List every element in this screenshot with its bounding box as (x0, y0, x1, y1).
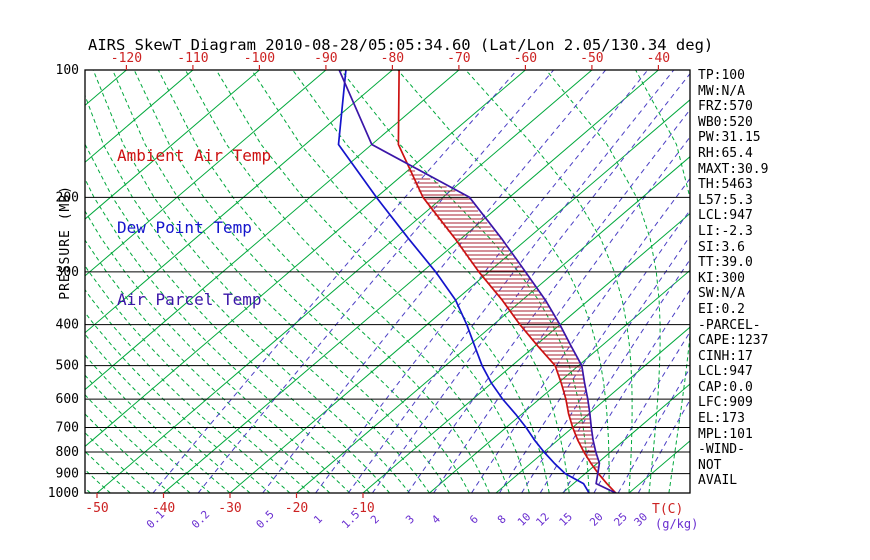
stat-line: CAPE:1237 (698, 333, 769, 349)
stat-line: MAXT:30.9 (698, 161, 769, 177)
svg-text:8: 8 (495, 513, 509, 527)
stat-line: -PARCEL- (698, 317, 761, 333)
svg-text:3: 3 (403, 513, 417, 527)
stat-line: LCL:947 (698, 208, 753, 224)
stat-line: CAP:0.0 (698, 379, 753, 395)
svg-text:-60: -60 (514, 51, 537, 66)
svg-text:-40: -40 (647, 51, 670, 66)
stat-line: PW:31.15 (698, 130, 761, 146)
svg-text:-10: -10 (351, 501, 374, 516)
svg-text:6: 6 (467, 513, 481, 527)
legend: Ambient Air Temp Dew Point Temp Air Parc… (117, 96, 271, 336)
stat-line: LFC:909 (698, 395, 753, 411)
svg-text:500: 500 (56, 359, 79, 374)
stat-line: MW:N/A (698, 83, 745, 99)
stat-line: LCL:947 (698, 364, 753, 380)
svg-text:15: 15 (557, 510, 576, 529)
stat-line: KI:300 (698, 270, 745, 286)
svg-text:-50: -50 (85, 501, 108, 516)
svg-text:-40: -40 (152, 501, 175, 516)
svg-text:-30: -30 (218, 501, 241, 516)
svg-text:900: 900 (56, 467, 79, 482)
svg-text:-120: -120 (111, 51, 142, 66)
svg-text:2: 2 (368, 513, 382, 527)
svg-text:-50: -50 (580, 51, 603, 66)
stat-line: TT:39.0 (698, 255, 753, 271)
svg-text:700: 700 (56, 420, 79, 435)
svg-text:300: 300 (56, 265, 79, 280)
legend-item: Dew Point Temp (117, 218, 252, 237)
legend-item: Ambient Air Temp (117, 146, 272, 165)
stat-line: CINH:17 (698, 348, 753, 364)
dew-point-temp-curve (337, 70, 590, 493)
svg-text:-100: -100 (244, 51, 275, 66)
svg-text:20: 20 (587, 510, 606, 529)
stat-line: TP:100 (698, 68, 745, 83)
stat-line: WB0:520 (698, 114, 753, 130)
svg-text:-110: -110 (177, 51, 208, 66)
y-axis-label: PRESSURE (MB) (58, 185, 73, 300)
svg-text:200: 200 (56, 190, 79, 205)
stat-line: EI:0.2 (698, 301, 745, 317)
svg-text:12: 12 (533, 510, 552, 529)
svg-text:100: 100 (56, 63, 79, 78)
svg-text:30: 30 (632, 510, 651, 529)
svg-text:1000: 1000 (48, 486, 79, 501)
stat-line: L57:5.3 (698, 192, 753, 208)
background-lines (85, 70, 690, 493)
svg-text:-20: -20 (285, 501, 308, 516)
svg-text:25: 25 (611, 510, 630, 529)
svg-text:-80: -80 (381, 51, 404, 66)
stat-line: SI:3.6 (698, 239, 745, 255)
svg-text:4: 4 (429, 512, 443, 526)
stat-line: LI:-2.3 (698, 223, 753, 239)
svg-text:-70: -70 (447, 51, 470, 66)
stat-line: MPL:101 (698, 426, 753, 442)
stat-line: AVAIL (698, 473, 738, 489)
svg-text:(g/kg): (g/kg) (655, 517, 698, 531)
sounding-curves (337, 70, 617, 493)
svg-text:10: 10 (515, 510, 534, 529)
svg-text:400: 400 (56, 318, 79, 333)
svg-text:800: 800 (56, 445, 79, 460)
cape-hatch (407, 170, 600, 472)
stat-line: SW:N/A (698, 286, 745, 302)
ambient-air-temp-curve (397, 70, 617, 493)
stats-panel: TP:100 MW:N/A FRZ:570 WB0:520 PW:31.15 RH:65.… (698, 68, 768, 489)
stat-line: EL:173 (698, 411, 745, 427)
stat-line: FRZ:570 (698, 99, 753, 115)
stat-line: NOT (698, 457, 722, 473)
svg-text:600: 600 (56, 392, 79, 407)
svg-text:0.2: 0.2 (189, 508, 212, 531)
chart-title: AIRS SkewT Diagram 2010-08-28/05:05:34.6… (88, 36, 714, 54)
svg-text:1: 1 (311, 513, 325, 527)
svg-text:-90: -90 (314, 51, 337, 66)
svg-text:T(C): T(C) (652, 502, 683, 517)
stat-line: RH:65.4 (698, 145, 753, 161)
svg-text:0.5: 0.5 (254, 508, 277, 531)
air-parcel-temp-curve (338, 70, 617, 493)
stat-line: TH:5463 (698, 177, 753, 193)
stat-line: -WIND- (698, 442, 745, 458)
legend-item: Air Parcel Temp (117, 290, 262, 309)
